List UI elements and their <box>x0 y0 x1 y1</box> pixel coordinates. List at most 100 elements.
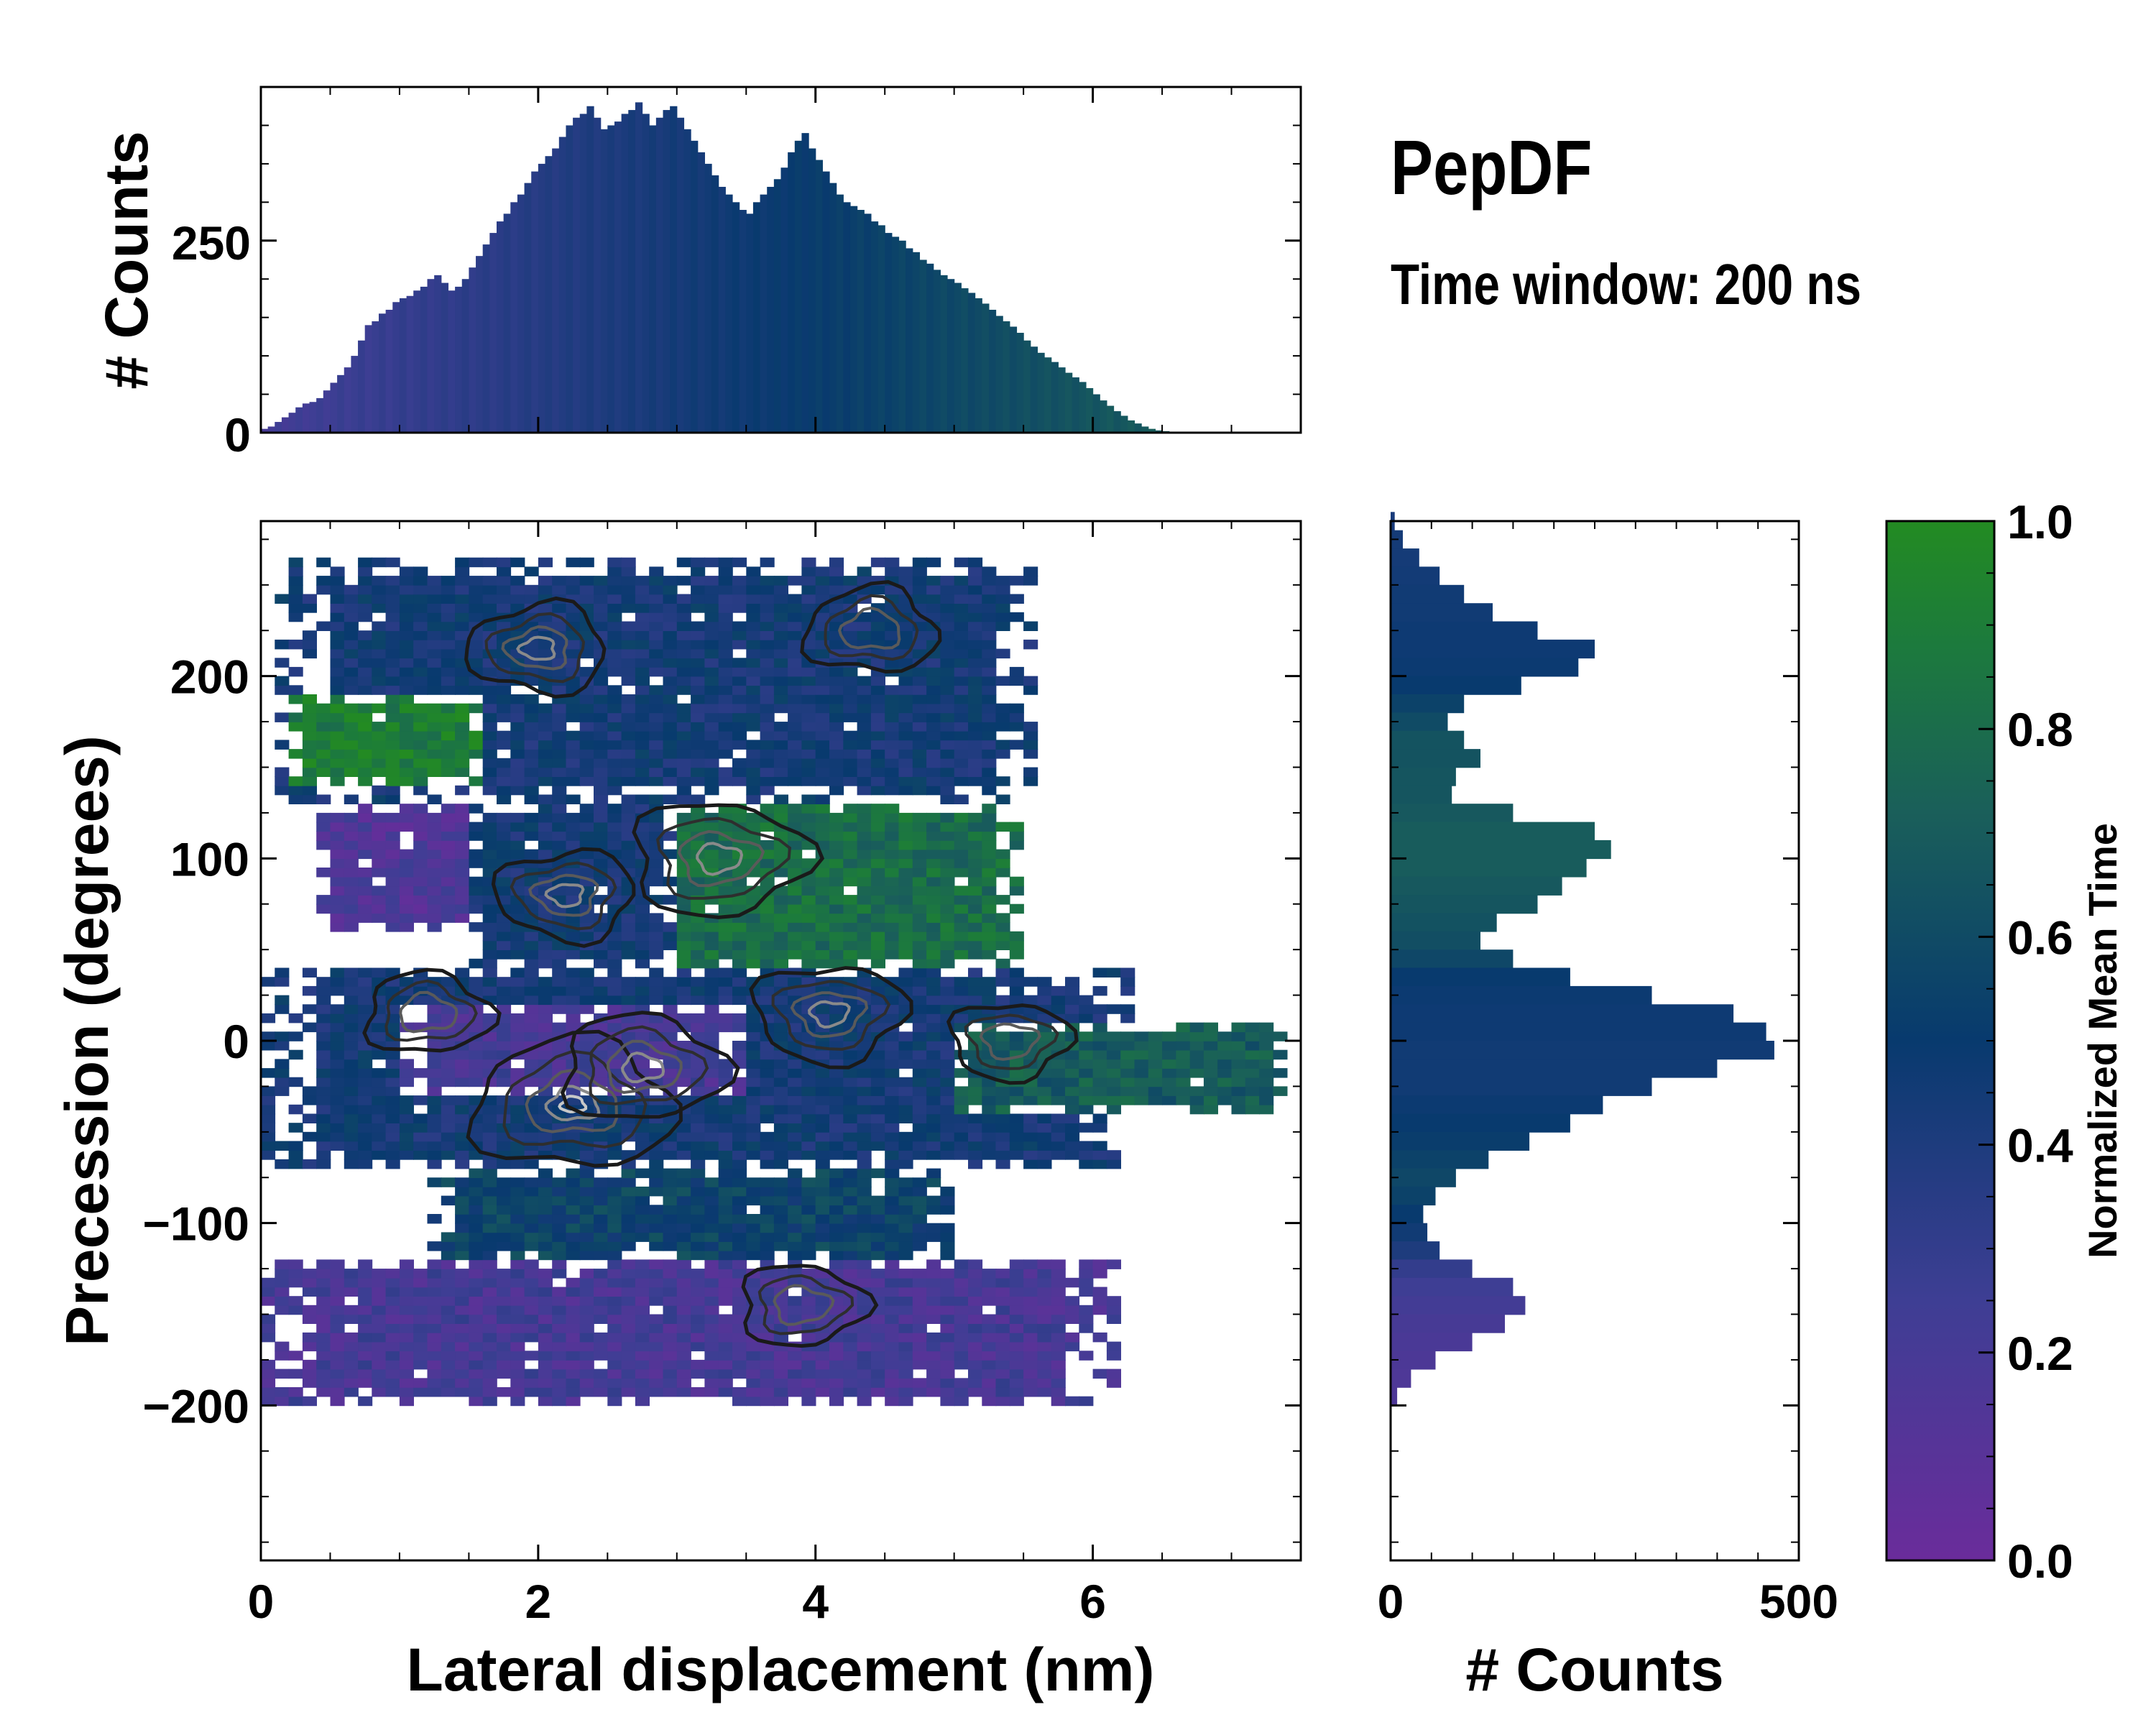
heatmap-cell <box>691 995 706 1006</box>
heatmap-cell <box>579 694 594 704</box>
heatmap-cell <box>885 1305 900 1315</box>
heatmap-cell <box>788 1022 803 1033</box>
heatmap-cell <box>940 1232 955 1242</box>
heatmap-cell <box>607 1205 622 1215</box>
heatmap-cell <box>1037 1159 1052 1169</box>
heatmap-cell <box>261 1387 276 1397</box>
heatmap-cell <box>385 1123 400 1133</box>
heatmap-cell <box>302 1277 317 1288</box>
heatmap-cell <box>566 822 581 832</box>
heatmap-cell <box>760 1177 775 1187</box>
heatmap-cell <box>663 1141 678 1151</box>
heatmap-cell <box>912 1341 927 1352</box>
heatmap-cell <box>815 1351 830 1361</box>
right-histogram-bar <box>1391 1131 1530 1151</box>
heatmap-cell <box>497 758 512 768</box>
heatmap-cell <box>469 658 484 668</box>
heatmap-cell <box>815 804 830 814</box>
heatmap-cell <box>885 758 900 768</box>
heatmap-cell <box>372 1323 387 1333</box>
heatmap-cell <box>982 694 997 704</box>
heatmap-cell <box>566 1150 581 1160</box>
heatmap-cell <box>1009 1123 1024 1133</box>
heatmap-cell <box>815 576 830 586</box>
heatmap-cell <box>954 931 969 942</box>
heatmap-cell <box>649 594 664 604</box>
heatmap-cell <box>288 1305 303 1315</box>
heatmap-cell <box>718 822 733 832</box>
heatmap-cell <box>649 1141 664 1151</box>
heatmap-cell <box>288 1150 303 1160</box>
heatmap-cell <box>829 1049 844 1060</box>
heatmap-cell <box>663 1323 678 1333</box>
heatmap-cell <box>691 794 706 804</box>
right-histogram-bar <box>1391 1387 1398 1407</box>
heatmap-cell <box>815 1241 830 1251</box>
heatmap-cell <box>1009 949 1024 960</box>
right-histogram-bar <box>1391 712 1448 732</box>
heatmap-cell <box>649 584 664 595</box>
heatmap-cell <box>676 876 691 887</box>
heatmap-cell <box>926 1351 941 1361</box>
heatmap-cell <box>1106 1305 1121 1315</box>
heatmap-cell <box>926 576 941 586</box>
heatmap-cell <box>885 566 900 576</box>
heatmap-cell <box>524 1259 539 1269</box>
heatmap-cell <box>552 1232 567 1242</box>
heatmap-cell <box>579 995 594 1006</box>
heatmap-cell <box>912 812 927 823</box>
heatmap-cell <box>954 1068 969 1078</box>
right-histogram-bar <box>1391 822 1595 841</box>
heatmap-cell <box>691 630 706 640</box>
heatmap-cell <box>594 1232 609 1242</box>
heatmap-cell <box>870 903 885 914</box>
heatmap-cell <box>635 1277 650 1288</box>
heatmap-cell <box>760 694 775 704</box>
heatmap-cell <box>538 1195 553 1206</box>
heatmap-cell <box>732 1269 747 1279</box>
heatmap-cell <box>275 740 290 750</box>
heatmap-cell <box>788 804 803 814</box>
heatmap-cell <box>372 603 387 613</box>
heatmap-cell <box>1065 1104 1080 1115</box>
heatmap-cell <box>995 584 1010 595</box>
heatmap-cell <box>607 1341 622 1352</box>
heatmap-cell <box>718 1269 733 1279</box>
heatmap-cell <box>829 694 844 704</box>
heatmap-cell <box>870 958 885 969</box>
heatmap-cell <box>427 685 442 695</box>
heatmap-cell <box>857 1123 872 1133</box>
heatmap-cell <box>718 740 733 750</box>
heatmap-cell <box>579 1177 594 1187</box>
heatmap-cell <box>788 868 803 878</box>
heatmap-cell <box>607 1232 622 1242</box>
heatmap-cell <box>469 831 484 841</box>
heatmap-cell <box>552 1287 567 1297</box>
heatmap-cell <box>718 603 733 613</box>
heatmap-cell <box>954 694 969 704</box>
heatmap-cell <box>843 985 858 996</box>
heatmap-cell <box>330 576 345 586</box>
heatmap-cell <box>607 740 622 750</box>
heatmap-cell <box>676 794 691 804</box>
heatmap-cell <box>330 1049 345 1060</box>
right-histogram-bar <box>1391 621 1538 640</box>
heatmap-cell <box>663 666 678 677</box>
heatmap-cell <box>455 849 470 860</box>
heatmap-cell <box>1023 621 1038 631</box>
heatmap-cell <box>1051 1095 1066 1105</box>
top-histogram-bar <box>1030 346 1038 433</box>
heatmap-cell <box>441 1104 456 1115</box>
heatmap-cell <box>691 1387 706 1397</box>
heatmap-cell <box>870 658 885 668</box>
heatmap-cell <box>788 1305 803 1315</box>
heatmap-cell <box>912 1296 927 1306</box>
heatmap-cell <box>815 776 830 786</box>
heatmap-cell <box>732 1095 747 1105</box>
heatmap-cell <box>566 1013 581 1024</box>
heatmap-cell <box>594 785 609 796</box>
heatmap-cell <box>912 767 927 777</box>
heatmap-cell <box>288 1141 303 1151</box>
